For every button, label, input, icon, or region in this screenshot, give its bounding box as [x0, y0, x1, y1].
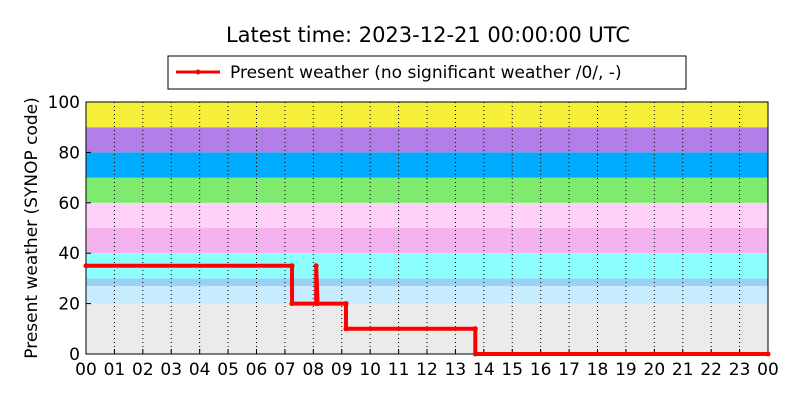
- data-point: [83, 263, 89, 269]
- x-tick-label: 15: [501, 360, 523, 380]
- data-point: [343, 301, 349, 307]
- data-point: [472, 326, 478, 332]
- x-tick-label: 01: [104, 360, 126, 380]
- x-tick-label: 07: [274, 360, 296, 380]
- x-tick-label: 12: [416, 360, 438, 380]
- x-tick-label: 06: [246, 360, 268, 380]
- x-tick-label: 23: [729, 360, 751, 380]
- x-tick-label: 00: [757, 360, 779, 380]
- data-point: [313, 263, 319, 269]
- data-point: [289, 263, 295, 269]
- data-point: [765, 351, 771, 357]
- x-tick-label: 20: [644, 360, 666, 380]
- x-tick-label: 17: [558, 360, 580, 380]
- x-tick-label: 21: [672, 360, 694, 380]
- background-band: [86, 152, 768, 178]
- background-band: [86, 127, 768, 153]
- x-tick-label: 03: [160, 360, 182, 380]
- y-tick-label: 80: [58, 143, 80, 163]
- x-tick-label: 08: [303, 360, 325, 380]
- data-point: [315, 301, 321, 307]
- x-tick-label: 10: [359, 360, 381, 380]
- y-tick-label: 20: [58, 295, 80, 315]
- legend-label: Present weather (no significant weather …: [230, 63, 622, 83]
- x-tick-label: 11: [388, 360, 410, 380]
- plot-frame: [85, 101, 769, 355]
- data-point: [289, 301, 295, 307]
- data-point: [343, 326, 349, 332]
- x-tick-label: 00: [75, 360, 97, 380]
- y-tick-label: 40: [58, 244, 80, 264]
- y-axis-label: Present weather (SYNOP code): [22, 97, 42, 358]
- legend-box: [167, 55, 687, 90]
- x-tick-label: 16: [530, 360, 552, 380]
- x-tick-label: 18: [587, 360, 609, 380]
- x-tick-label: 02: [132, 360, 154, 380]
- x-tick-label: 22: [700, 360, 722, 380]
- x-tick-label: 09: [331, 360, 353, 380]
- data-point: [472, 351, 478, 357]
- x-tick-label: 14: [473, 360, 495, 380]
- x-tick-label: 19: [615, 360, 637, 380]
- x-tick-label: 04: [189, 360, 211, 380]
- x-tick-label: 13: [445, 360, 467, 380]
- legend-marker: [195, 69, 201, 75]
- background-band: [86, 228, 768, 254]
- x-tick-label: 05: [217, 360, 239, 380]
- y-tick-label: 60: [58, 194, 80, 214]
- chart-title: Latest time: 2023-12-21 00:00:00 UTC: [226, 23, 630, 47]
- y-tick-label: 100: [48, 93, 80, 113]
- y-tick-label: 0: [69, 345, 80, 365]
